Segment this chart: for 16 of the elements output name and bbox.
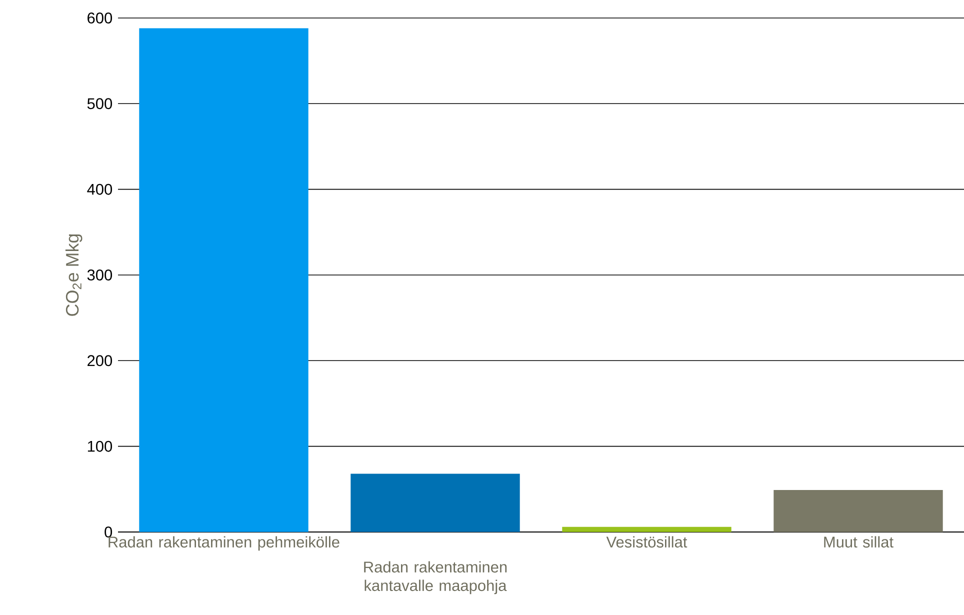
x-tick-label: Radan rakentaminen kantavalle maapohja [364,561,507,594]
bar [350,474,520,532]
y-tick-label: 0 [104,526,112,538]
y-axis-title: CO$_{2}$e Mkg [65,234,82,316]
y-tick-label: 100 [88,440,112,452]
bar [562,526,732,532]
y-tick-label: 500 [87,98,112,110]
x-tick-label: Radan rakentaminen pehmeikölle [108,536,340,551]
x-tick-label: Muut sillat [824,536,894,548]
y-tick-label: 300 [87,270,112,280]
y-tick-label: 200 [88,355,112,366]
x-tick-label: Vesistösillat [606,536,688,548]
bar [139,28,308,532]
bar [774,490,943,532]
y-tick-label: 400 [87,184,112,195]
y-tick-label: 600 [88,12,112,24]
